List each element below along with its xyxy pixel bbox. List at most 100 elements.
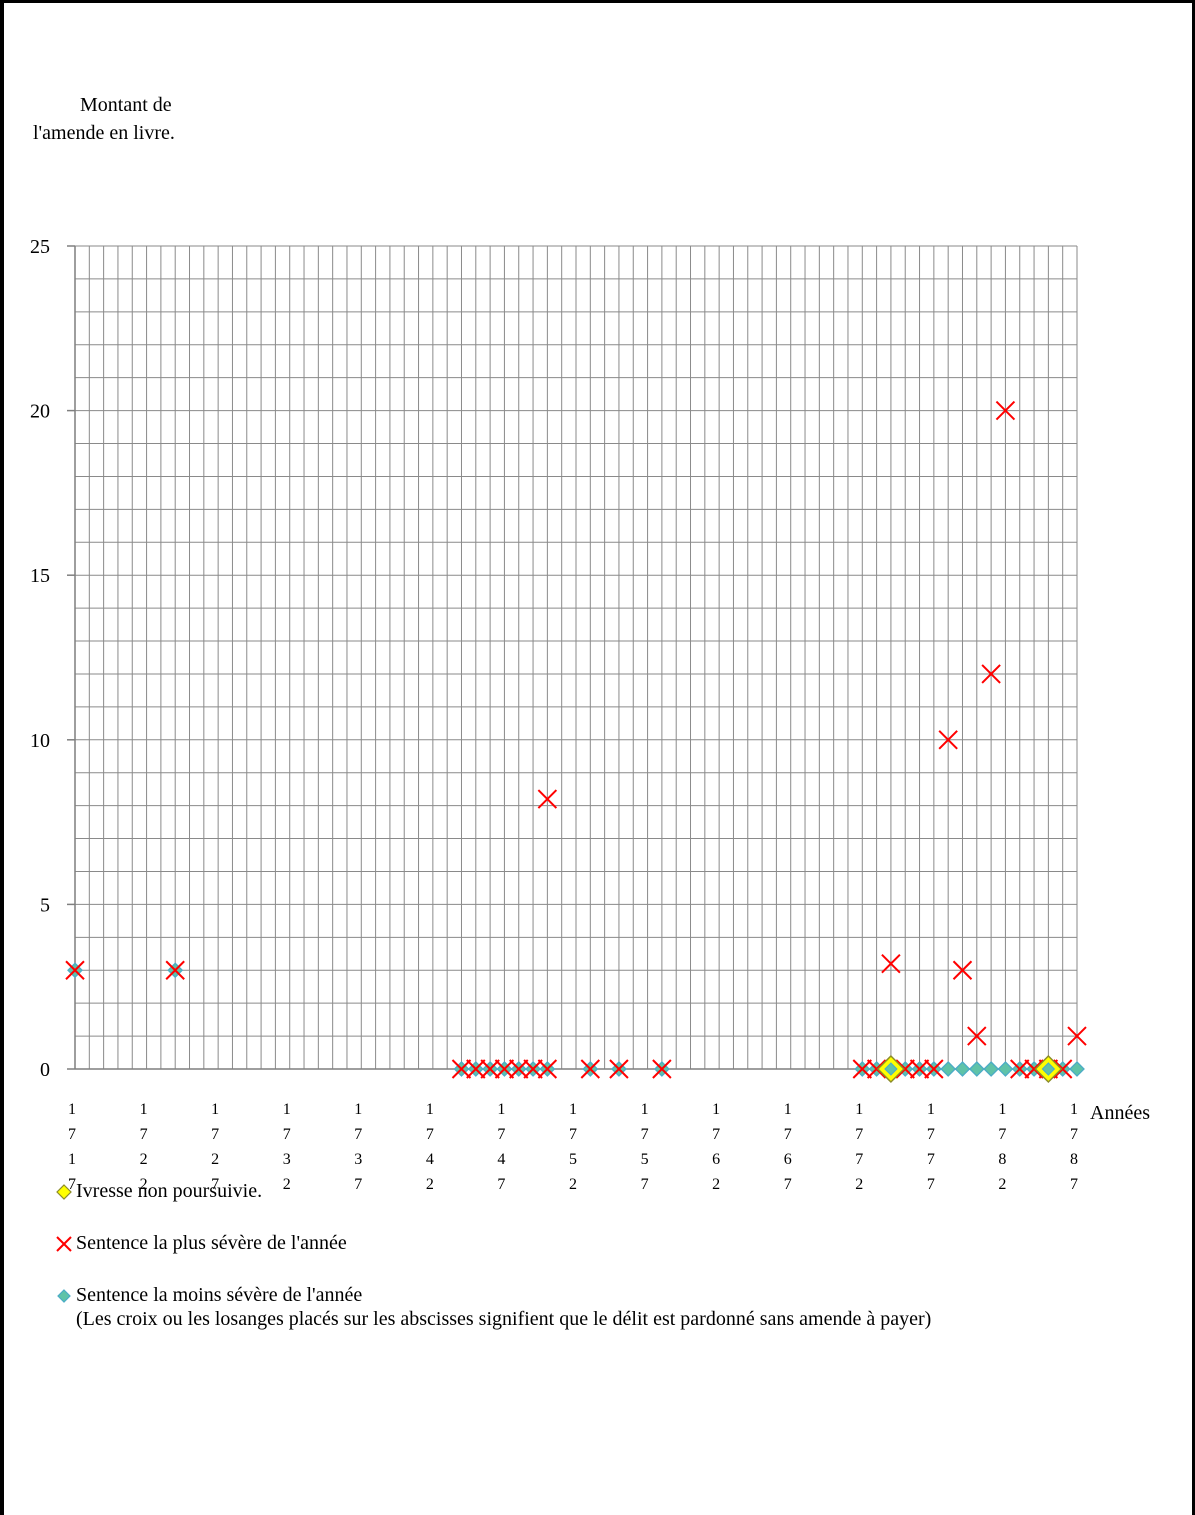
svg-text:7: 7 [855,1151,863,1168]
svg-text:7: 7 [712,1126,720,1143]
plus-severe-point [881,953,901,974]
plus-severe-point [938,730,958,750]
svg-text:7: 7 [283,1126,291,1143]
y-tick-labels: 0 5 10 15 20 25 [30,236,50,1081]
svg-text:7: 7 [784,1126,792,1143]
svg-text:8: 8 [1070,1151,1078,1168]
plus-severe-point [480,1059,500,1079]
plus-severe-point [895,1059,915,1079]
legend-yellow-diamond-icon [56,1183,72,1200]
legend-red-cross-icon [56,1235,72,1252]
plus-severe-point [451,1059,472,1079]
svg-text:7: 7 [784,1176,792,1193]
svg-text:1: 1 [569,1101,577,1118]
plus-severe-point [580,1059,601,1079]
svg-text:1: 1 [140,1101,148,1118]
legend-label: Sentence la moins sévère de l'année [76,1284,363,1306]
y-tick-label: 20 [30,401,50,423]
plus-severe-point [1024,1059,1044,1079]
svg-text:2: 2 [140,1176,148,1193]
svg-text:7: 7 [641,1176,649,1193]
plus-severe-point [65,960,85,980]
svg-text:5: 5 [641,1151,649,1168]
svg-text:1: 1 [712,1101,720,1118]
svg-text:7: 7 [1070,1126,1078,1143]
plus-severe-point [952,960,973,980]
svg-text:7: 7 [497,1176,505,1193]
plus-severe-point [967,1026,987,1046]
svg-text:2: 2 [712,1176,720,1193]
svg-text:7: 7 [68,1176,76,1193]
moins-severe-point [1069,1061,1085,1077]
moins-severe-point [968,1061,985,1077]
svg-text:1: 1 [641,1101,649,1118]
svg-text:3: 3 [354,1151,362,1168]
svg-text:2: 2 [569,1176,577,1193]
svg-text:1: 1 [211,1101,219,1118]
svg-text:2: 2 [283,1176,291,1193]
legend-item-moins-severe: Sentence la moins sévère de l'année [55,1284,362,1307]
plus-severe-point [995,400,1016,421]
plus-severe-point [165,960,185,980]
svg-text:1: 1 [283,1101,291,1118]
plus-severe-point [924,1059,944,1079]
moins-severe-point [983,1061,1000,1077]
moins-severe-point [954,1061,971,1077]
y-tick-label: 25 [30,236,50,258]
svg-text:8: 8 [998,1151,1006,1168]
svg-text:7: 7 [354,1126,362,1143]
grid-lines [74,245,1078,1070]
legend-item-plus-severe: Sentence la plus sévère de l'année [55,1232,347,1255]
svg-text:2: 2 [140,1151,148,1168]
svg-text:1: 1 [784,1101,792,1118]
y-axis-label-line-1: Montant de [80,94,172,116]
svg-text:3: 3 [283,1151,291,1168]
svg-text:7: 7 [569,1126,577,1143]
legend-item-ivresse: Ivresse non poursuivie. [55,1180,262,1203]
svg-text:1: 1 [68,1101,76,1118]
svg-text:1: 1 [497,1101,505,1118]
plus-severe-point [609,1059,629,1079]
legend-label: Ivresse non poursuivie. [76,1180,263,1202]
plus-severe-point [1067,1026,1087,1046]
x-tick-labels: 1717172217271732173717421747175217571762… [68,1101,1078,1193]
plus-severe-point [981,664,1001,684]
svg-text:7: 7 [927,1126,935,1143]
legend-teal-diamond-icon [57,1288,71,1303]
svg-text:1: 1 [855,1101,863,1118]
svg-text:2: 2 [855,1176,863,1193]
svg-text:4: 4 [497,1151,505,1168]
plus-severe-point [537,1059,558,1079]
svg-text:7: 7 [140,1126,148,1143]
svg-text:6: 6 [712,1151,720,1168]
svg-text:7: 7 [354,1176,362,1193]
svg-text:7: 7 [497,1126,505,1143]
x-axis-label: Années [1090,1102,1150,1124]
chart-note: (Les croix ou les losanges placés sur le… [76,1308,932,1330]
moins-severe-point [997,1061,1014,1077]
svg-text:1: 1 [354,1101,362,1118]
plus-severe-point [1052,1059,1073,1079]
plus-severe-point [523,1059,543,1079]
ivresse-inner-point [1041,1062,1056,1076]
svg-text:7: 7 [927,1151,935,1168]
plus-severe-point [494,1059,515,1079]
svg-text:1: 1 [68,1151,76,1168]
svg-text:5: 5 [569,1151,577,1168]
plus-severe-point [866,1059,887,1079]
